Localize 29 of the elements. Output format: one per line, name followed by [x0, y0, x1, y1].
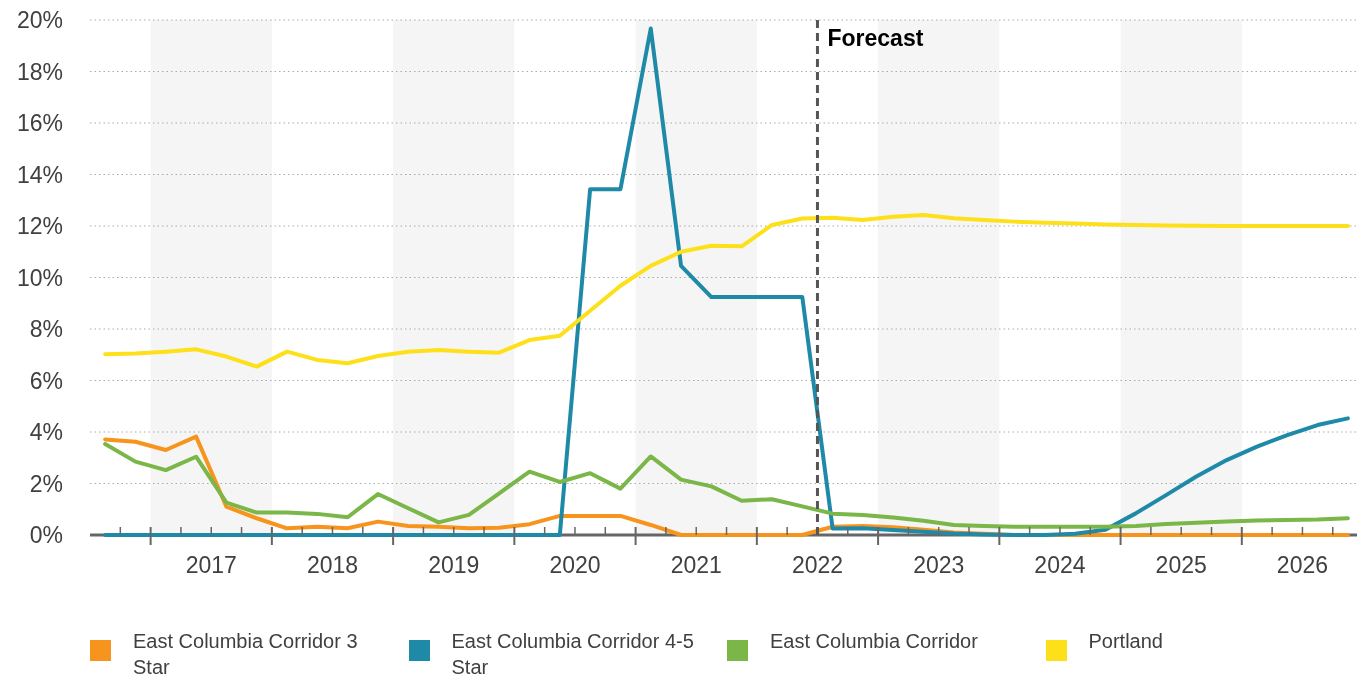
line-series	[103, 26, 1350, 537]
x-tick-label: 2019	[428, 552, 480, 578]
y-tick-label: 16%	[16, 110, 63, 137]
y-tick-label: 20%	[16, 7, 63, 34]
legend-label: Portland	[1088, 629, 1163, 654]
y-tick-label: 8%	[29, 316, 63, 343]
y-tick-label: 2%	[29, 470, 63, 497]
legend-label: East Columbia Corridor 3 Star	[133, 629, 359, 680]
x-tick-label: 2023	[913, 552, 965, 578]
y-tick-label: 4%	[29, 419, 63, 446]
x-tick-label: 2020	[549, 552, 601, 578]
y-tick-label: 18%	[16, 58, 63, 85]
x-tick-label: 2026	[1276, 552, 1329, 578]
y-tick-label: 10%	[16, 264, 63, 291]
y-tick-label: 14%	[16, 161, 63, 188]
legend-label: East Columbia Corridor 4-5 Star	[451, 629, 695, 680]
x-tick-label: 2018	[306, 552, 359, 578]
y-tick-label: 12%	[16, 213, 63, 240]
y-tick-label: 6%	[29, 367, 63, 394]
x-tick-label: 2021	[670, 552, 722, 578]
x-tick-label: 2025	[1155, 552, 1207, 578]
legend-label: East Columbia Corridor	[770, 629, 978, 654]
line-series	[103, 442, 1350, 529]
ref-line-label: Forecast	[827, 25, 924, 51]
x-tick-label: 2022	[791, 552, 844, 578]
y-tick-label: 0%	[29, 522, 63, 549]
x-tick-label: 2024	[1034, 552, 1086, 578]
line-series	[103, 212, 1350, 369]
x-tick-label: 2017	[185, 552, 237, 578]
